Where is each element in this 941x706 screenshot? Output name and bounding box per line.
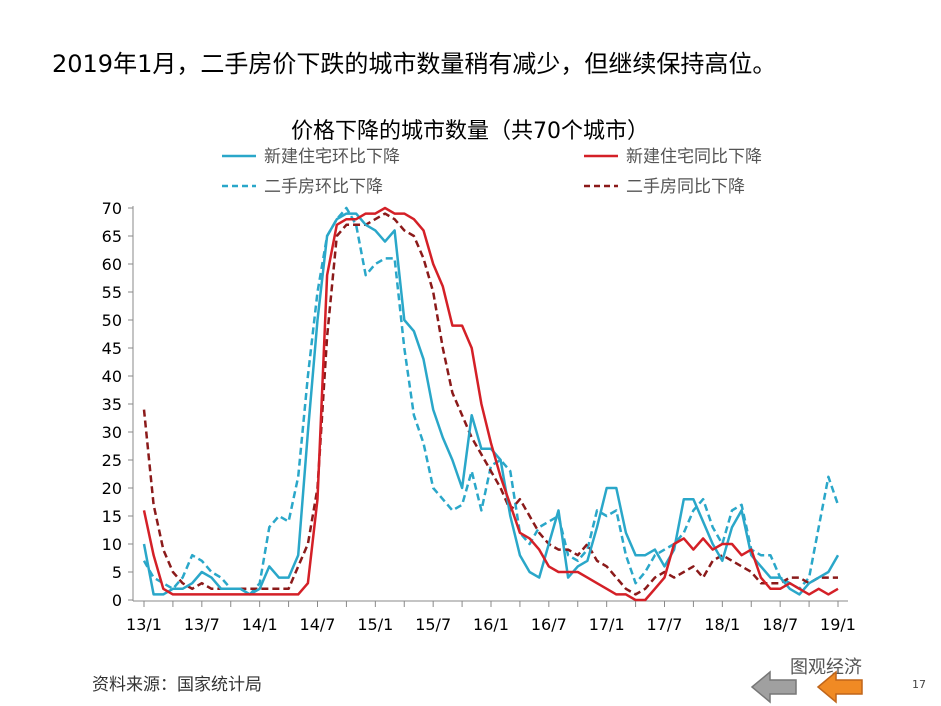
- series-line: [142, 206, 839, 602]
- arrow-left-icon: [816, 670, 863, 704]
- x-tick-label: 14/1: [242, 615, 278, 634]
- y-tick-label: 30: [102, 423, 122, 442]
- y-tick-label: 10: [102, 535, 122, 554]
- y-tick-label: 20: [102, 479, 122, 498]
- y-tick-label: 60: [102, 255, 122, 274]
- chart-title: 价格下降的城市数量（共70个城市）: [291, 119, 649, 144]
- legend-label: 新建住宅环比下降: [264, 147, 400, 167]
- y-tick-label: 40: [102, 367, 122, 386]
- y-tick-label: 45: [102, 339, 122, 358]
- y-tick-label: 5: [112, 563, 122, 582]
- x-tick-label: 16/7: [531, 615, 567, 634]
- legend-label: 新建住宅同比下降: [626, 147, 762, 167]
- series-lines: [142, 206, 840, 602]
- y-tick-label: 0: [112, 591, 122, 610]
- y-tick-label: 65: [102, 227, 122, 246]
- legend-label: 二手房同比下降: [626, 177, 745, 197]
- x-tick-label: 18/7: [762, 615, 798, 634]
- x-tick-label: 17/1: [589, 615, 625, 634]
- watermark: 图观经济: [790, 657, 862, 678]
- y-tick-label: 50: [102, 311, 122, 330]
- series-line: [142, 212, 840, 596]
- legend-label: 二手房环比下降: [264, 177, 383, 197]
- x-tick-label: 18/1: [704, 615, 740, 634]
- prev-button[interactable]: [750, 670, 798, 704]
- y-tick-label: 55: [102, 283, 122, 302]
- y-tick-label: 15: [102, 507, 122, 526]
- source-note: 资料来源：国家统计局: [92, 675, 262, 695]
- page-number: 17: [912, 678, 926, 691]
- x-tick-label: 17/7: [647, 615, 683, 634]
- x-tick-label: 13/7: [184, 615, 220, 634]
- x-tick-label: 13/1: [126, 615, 162, 634]
- y-tick-label: 70: [102, 199, 122, 218]
- axes: 0 5 10 15 20 25 30 35 40 45 50 55 60 65 70 13/1 13/7 14/1…: [102, 199, 856, 634]
- arrow-left-icon: [750, 670, 797, 704]
- y-tick-label: 35: [102, 395, 122, 414]
- x-tick-label: 15/7: [415, 615, 451, 634]
- x-tick-label: 16/1: [473, 615, 509, 634]
- next-button[interactable]: [816, 670, 864, 704]
- x-tick-label: 14/7: [300, 615, 336, 634]
- series-line: [142, 206, 840, 596]
- y-tick-label: 25: [102, 451, 122, 470]
- x-tick-label: 19/1: [820, 615, 856, 634]
- series-line: [142, 212, 838, 596]
- slide-headline: 2019年1月，二手房价下跌的城市数量稍有减少，但继续保持高位。: [52, 50, 777, 78]
- x-tick-label: 15/1: [357, 615, 393, 634]
